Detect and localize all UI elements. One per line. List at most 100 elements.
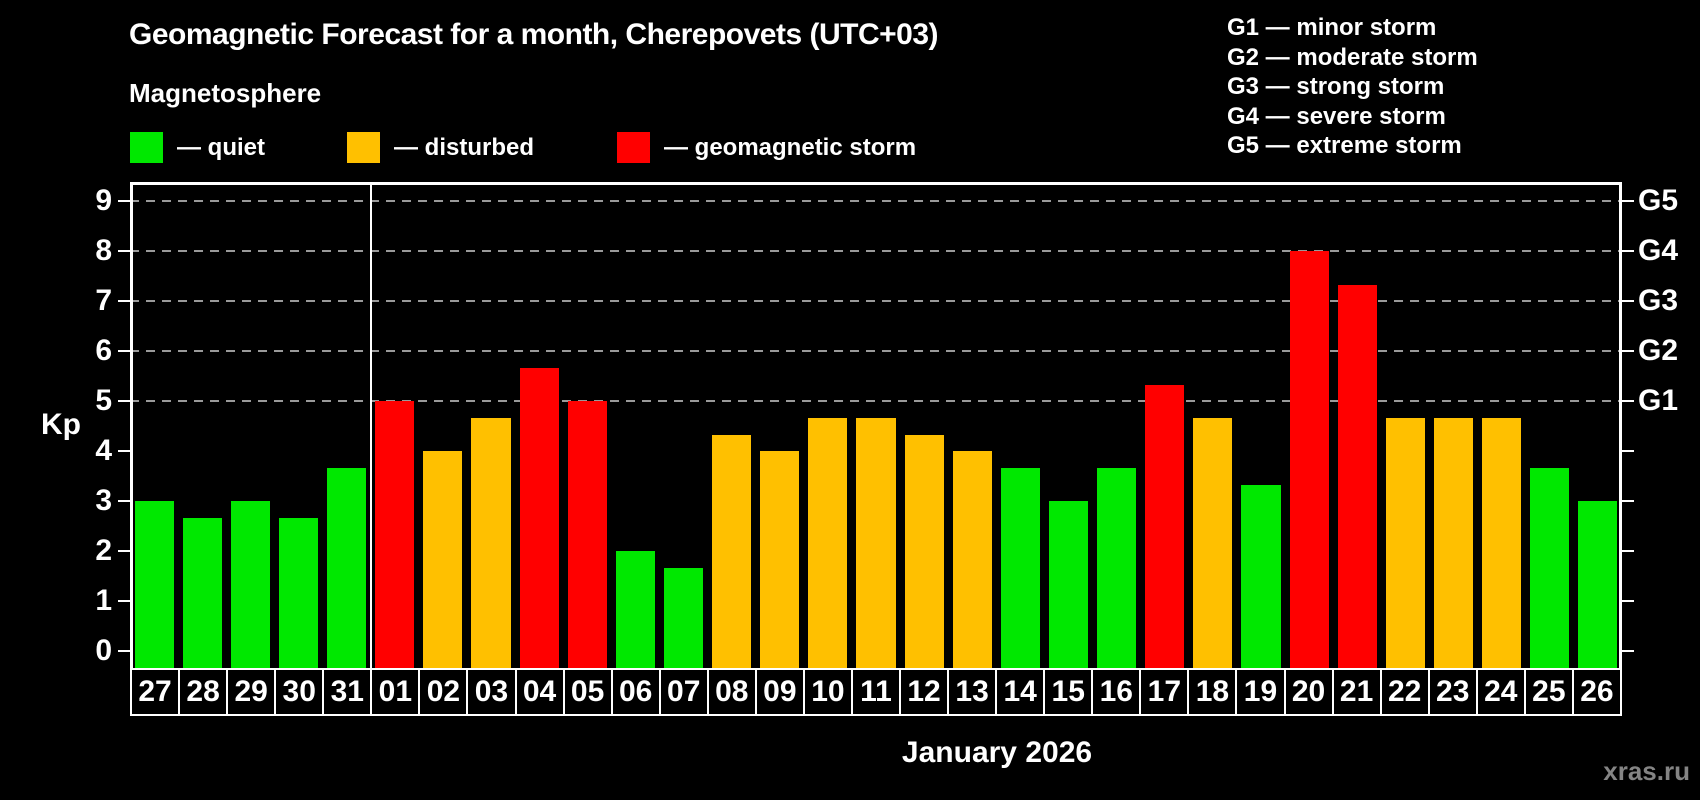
right-tick-8: [1622, 250, 1634, 252]
left-tick-8: [118, 250, 130, 252]
g-scale-label-g4: G4: [1638, 234, 1679, 267]
right-tick-7: [1622, 300, 1634, 302]
day-label-22: 22: [1379, 670, 1428, 714]
day-label-19: 19: [1235, 670, 1283, 714]
kp-bar-day-12: [904, 434, 944, 668]
day-label-06: 06: [610, 670, 659, 714]
left-tick-7: [118, 300, 130, 302]
day-label-11: 11: [850, 670, 899, 714]
gridline-kp6: [130, 350, 1622, 352]
day-label-20: 20: [1283, 670, 1332, 714]
kp-bar-day-02: [423, 451, 463, 668]
day-label-17: 17: [1139, 670, 1187, 714]
kp-bar-day-11: [856, 417, 896, 668]
right-tick-6: [1622, 350, 1634, 352]
day-label-25: 25: [1523, 670, 1572, 714]
kp-bar-day-09: [760, 451, 800, 668]
kp-bar-day-30: [278, 517, 318, 668]
day-label-05: 05: [562, 670, 611, 714]
day-label-07: 07: [658, 670, 707, 714]
day-label-18: 18: [1187, 670, 1235, 714]
g-legend-line-g5: G5 — extreme storm: [1227, 132, 1462, 160]
legend-label-disturbed: — disturbed: [394, 133, 535, 161]
kp-bar-day-16: [1097, 467, 1137, 668]
day-label-12: 12: [899, 670, 947, 714]
g-scale-legend: G1 — minor storm G2 — moderate storm G3 …: [1227, 13, 1478, 161]
kp-bar-day-07: [663, 567, 704, 668]
day-label-15: 15: [1043, 670, 1091, 714]
kp-bar-day-29: [230, 501, 270, 668]
g-legend-line-g1: G1 — minor storm: [1227, 14, 1437, 41]
gridline-kp8: [130, 250, 1622, 252]
g-scale-label-g3: G3: [1638, 284, 1679, 317]
kp-bar-day-26: [1578, 501, 1618, 668]
day-label-13: 13: [947, 670, 995, 714]
kp-tick-label-1: 1: [95, 584, 112, 617]
kp-bar-day-14: [1000, 467, 1040, 668]
legend-item-storm: — geomagnetic storm: [617, 132, 916, 163]
kp-tick-label-7: 7: [95, 284, 112, 317]
day-label-21: 21: [1331, 670, 1380, 714]
kp-tick-label-4: 4: [95, 434, 112, 467]
kp-bar-day-17: [1145, 384, 1185, 668]
day-label-10: 10: [802, 670, 851, 714]
g-scale-label-g2: G2: [1638, 334, 1679, 367]
kp-tick-label-8: 8: [95, 234, 112, 267]
day-label-26: 26: [1571, 670, 1620, 714]
left-tick-2: [118, 550, 130, 552]
kp-bar-day-01: [375, 401, 415, 668]
gridline-kp9: [130, 200, 1622, 202]
left-tick-3: [118, 500, 130, 502]
day-label-16: 16: [1091, 670, 1139, 714]
kp-bar-day-10: [808, 417, 848, 668]
quiet-swatch: [130, 132, 163, 163]
kp-tick-label-3: 3: [95, 484, 112, 517]
right-tick-3: [1622, 500, 1634, 502]
kp-bar-day-06: [615, 551, 655, 668]
kp-tick-label-2: 2: [95, 534, 112, 567]
right-tick-1: [1622, 600, 1634, 602]
left-tick-0: [118, 650, 130, 652]
kp-bar-day-21: [1337, 284, 1377, 668]
g-scale-label-g1: G1: [1638, 384, 1679, 417]
kp-bar-day-24: [1482, 417, 1522, 668]
day-label-02: 02: [418, 670, 466, 714]
kp-bar-day-03: [471, 417, 511, 668]
left-tick-1: [118, 600, 130, 602]
day-label-27: 27: [138, 675, 172, 708]
left-tick-5: [118, 400, 130, 402]
legend-label-quiet: — quiet: [177, 133, 265, 161]
day-label-04: 04: [514, 670, 563, 714]
day-label-03: 03: [466, 670, 514, 714]
legend-label-storm: — geomagnetic storm: [664, 133, 917, 161]
disturbed-swatch: [347, 132, 380, 163]
g-legend-line-g4: G4 — severe storm: [1227, 102, 1446, 130]
kp-bar-day-31: [327, 467, 367, 668]
left-tick-6: [118, 350, 130, 352]
chart-title: Geomagnetic Forecast for a month, Cherep…: [129, 18, 939, 51]
month-label: January 2026: [901, 736, 1093, 769]
watermark: xras.ru: [1603, 756, 1690, 786]
day-label-31: 31: [322, 670, 370, 714]
right-tick-4: [1622, 450, 1634, 452]
kp-bar-day-22: [1385, 417, 1425, 668]
gridline-kp7: [130, 300, 1622, 302]
month-separator: [369, 182, 372, 668]
day-label-08: 08: [706, 670, 755, 714]
kp-tick-label-5: 5: [95, 384, 112, 417]
g-legend-line-g3: G3 — strong storm: [1227, 73, 1445, 101]
kp-bar-day-04: [519, 367, 559, 668]
g-legend-line-g2: G2 — moderate storm: [1227, 43, 1478, 71]
right-tick-0: [1622, 650, 1634, 652]
kp-axis-label: Kp: [41, 408, 81, 441]
kp-bar-day-20: [1289, 251, 1329, 668]
day-axis: 27 28 29 30 31 01 02 03 04 05 06 07 08 09 10 11 12 13 14 15…: [130, 668, 1622, 716]
left-tick-9: [118, 200, 130, 202]
kp-bar-day-28: [182, 517, 222, 668]
day-label-14: 14: [995, 670, 1043, 714]
kp-bar-day-18: [1193, 417, 1233, 668]
day-label-23: 23: [1427, 670, 1476, 714]
day-label-28: 28: [178, 670, 226, 714]
day-label-09: 09: [754, 670, 803, 714]
kp-tick-label-9: 9: [95, 184, 112, 217]
